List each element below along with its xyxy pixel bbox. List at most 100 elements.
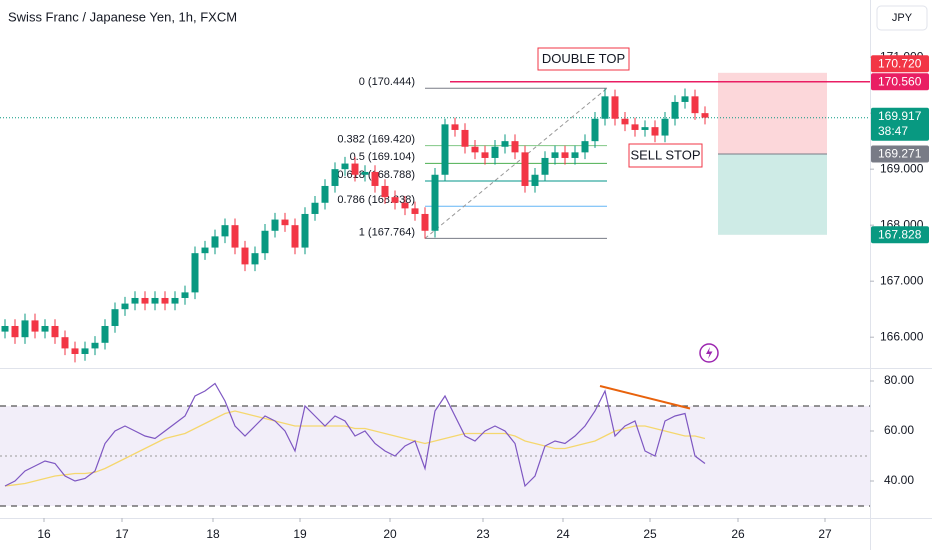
candle-body <box>21 320 29 338</box>
candle-body <box>591 118 599 142</box>
candle-body <box>291 225 299 248</box>
candle-body <box>521 152 529 186</box>
candle-body <box>461 129 469 147</box>
fib-label: 1 (167.764) <box>359 226 415 238</box>
target-zone <box>718 153 827 235</box>
candle-body <box>531 174 539 186</box>
y-tick-label: 169.000 <box>880 161 924 175</box>
candle-body <box>661 118 669 136</box>
candle-body <box>51 325 59 338</box>
candle-body <box>281 219 289 226</box>
x-tick-label: 27 <box>818 527 832 541</box>
candle-body <box>631 124 639 130</box>
countdown-label: 38:47 <box>878 124 908 138</box>
rsi-ma-line <box>4 410 706 487</box>
last-price-label: 169.917 <box>878 109 922 123</box>
candle-body <box>231 225 239 248</box>
candle-body <box>561 152 569 158</box>
fib-label: 0.382 (169.420) <box>337 134 415 146</box>
candle-body <box>481 152 489 158</box>
chart-title: Swiss Franc / Japanese Yen, 1h, FXCM <box>8 9 237 24</box>
x-tick-label: 23 <box>476 527 490 541</box>
price-tag-label: 169.271 <box>878 147 922 161</box>
rsi-y-tick-label: 40.00 <box>884 473 914 487</box>
fib-trend <box>424 87 608 239</box>
candle-body <box>1 325 9 332</box>
candle-body <box>421 213 429 231</box>
candle-body <box>201 247 209 254</box>
price-tag <box>871 73 929 91</box>
candle-body <box>301 213 309 248</box>
candle-body <box>161 297 169 304</box>
rsi-pane <box>0 382 870 507</box>
x-tick-label: 18 <box>206 527 220 541</box>
price-tag-label: 167.828 <box>878 227 922 241</box>
candle-body <box>681 96 689 102</box>
candle-body <box>121 303 129 310</box>
alert-icon-bolt <box>706 347 713 359</box>
candle-body <box>651 127 659 136</box>
candle-body <box>221 225 229 237</box>
candle-body <box>181 292 189 298</box>
x-tick-label: 24 <box>556 527 570 541</box>
fib-label: 0 (170.444) <box>359 76 415 88</box>
candle-body <box>71 348 79 354</box>
candle-body <box>361 171 369 175</box>
candle-body <box>511 141 519 153</box>
double-top-box <box>537 47 630 71</box>
candle-body <box>341 163 349 170</box>
candle-body <box>691 96 699 114</box>
candle-body <box>601 96 609 119</box>
candle-body <box>441 124 449 175</box>
candle-body <box>551 152 559 158</box>
candle-body <box>581 141 589 153</box>
candle-body <box>611 96 619 119</box>
candle-body <box>701 113 709 118</box>
double-top-label: DOUBLE TOP <box>542 51 625 66</box>
rsi-y-tick-label: 60.00 <box>884 423 914 437</box>
last-price-tag <box>871 107 929 141</box>
alert-icon[interactable] <box>699 343 719 363</box>
candle-body <box>111 309 119 326</box>
candle-body <box>171 297 179 304</box>
candle-body <box>41 325 49 332</box>
candle-body <box>191 253 199 293</box>
axis-layer: 166.000167.000168.000169.000170.000171.0… <box>37 49 929 541</box>
candle-body <box>261 230 269 254</box>
candle-body <box>251 253 259 265</box>
candle-body <box>31 320 39 332</box>
price-tag <box>871 145 929 163</box>
candle-body <box>241 247 249 265</box>
stop-zone <box>718 72 827 154</box>
candle-body <box>451 124 459 130</box>
x-tick-label: 25 <box>643 527 657 541</box>
x-tick-label: 26 <box>731 527 745 541</box>
candle-body <box>271 219 279 231</box>
price-tag-label: 170.720 <box>878 56 922 70</box>
rsi-line <box>4 382 706 488</box>
rsi-y-tick-label: 80.00 <box>884 373 914 387</box>
x-tick-label: 17 <box>115 527 129 541</box>
currency-label[interactable]: JPY <box>892 12 913 24</box>
candle-body <box>371 171 379 186</box>
x-tick-label: 19 <box>293 527 307 541</box>
candle-body <box>401 202 409 209</box>
currency-button[interactable] <box>876 5 928 31</box>
candle-body <box>311 202 319 214</box>
candle-body <box>11 325 19 338</box>
candle-body <box>331 169 339 186</box>
candle-body <box>141 297 149 304</box>
candle-body <box>541 157 549 175</box>
y-tick-label: 167.000 <box>880 273 924 287</box>
candle-body <box>431 174 439 231</box>
candle-body <box>671 101 679 119</box>
candle-body <box>411 208 419 214</box>
candle-body <box>501 141 509 147</box>
x-tick-label: 20 <box>383 527 397 541</box>
y-tick-label: 166.000 <box>880 329 924 343</box>
price-tag <box>871 55 929 73</box>
price-pane: 0 (170.444) 0.382 (169.420) 0.5 (169.104) 0… <box>0 47 870 363</box>
candle-body <box>621 118 629 125</box>
